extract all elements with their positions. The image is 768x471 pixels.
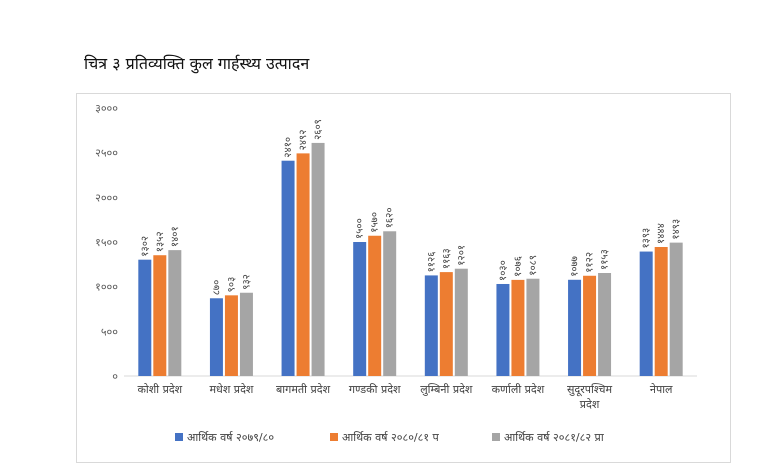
legend-swatch: [175, 433, 183, 441]
data-label: १४०१: [170, 226, 181, 247]
data-label: २६०९: [313, 119, 324, 140]
data-label: १०३०: [498, 260, 509, 281]
data-label: १२०१: [456, 245, 467, 266]
y-tick-label: १५००: [95, 236, 118, 249]
y-tick-label: ०: [112, 370, 118, 383]
data-label: १०७७: [570, 256, 581, 277]
bar-1: [639, 251, 653, 376]
data-label: १३९३: [641, 228, 652, 249]
bar-3: [383, 231, 397, 376]
bar-3: [526, 278, 540, 376]
data-label: १४९३: [671, 219, 682, 240]
chart-area: ० ५०० १००० १५०० २००० २५०० ३००० १३०२ १३५२ १४०१ कोशी…: [76, 93, 731, 463]
bar-2: [583, 275, 597, 376]
data-label: १०८९: [528, 255, 539, 276]
y-tick-label: ३०००: [95, 102, 118, 115]
bar-2: [296, 153, 310, 376]
legend-label: आर्थिक वर्ष २०८०/८१ प: [342, 431, 440, 444]
bar-2: [511, 279, 525, 376]
legend-swatch: [330, 433, 338, 441]
category-label: बागमती प्रदेश: [276, 383, 331, 396]
category-label: गण्डकी प्रदेश: [349, 383, 401, 396]
category-label: मधेश प्रदेश: [209, 383, 253, 396]
bar-2: [439, 272, 453, 376]
bar-2: [368, 235, 382, 376]
data-label: १०७६: [513, 256, 524, 277]
bar-1: [424, 275, 438, 376]
data-label: ९३२: [241, 274, 252, 290]
category-label: लुम्बिनी प्रदेश: [420, 383, 473, 396]
bar-2: [224, 295, 238, 376]
category-label: कोशी प्रदेश: [137, 383, 182, 396]
data-label: १६२०: [385, 207, 396, 228]
data-label: ११२६: [426, 252, 437, 273]
data-label: २४१०: [283, 137, 294, 158]
bar-1: [568, 279, 582, 376]
legend-label: आर्थिक वर्ष २०७९/८०: [187, 431, 274, 444]
legend-swatch: [492, 433, 500, 441]
y-tick-label: १०००: [95, 281, 118, 294]
bar-3: [598, 272, 612, 376]
data-label: १३५२: [155, 231, 166, 252]
y-tick-label: ५००: [101, 325, 118, 338]
data-label: ९०३: [226, 277, 237, 293]
y-tick-label: २५००: [95, 147, 118, 160]
bar-3: [239, 292, 253, 376]
data-label: २४९२: [298, 130, 309, 151]
bar-2: [654, 247, 668, 376]
category-label: सुदूरपश्चिम: [567, 383, 613, 397]
bar-1: [281, 160, 295, 376]
y-tick-label: २०००: [95, 191, 118, 204]
bar-3: [669, 242, 683, 376]
bar-chart: ० ५०० १००० १५०० २००० २५०० ३००० १३०२ १३५२ १४०१ कोशी…: [95, 102, 697, 444]
bar-2: [153, 255, 167, 376]
legend-label: आर्थिक वर्ष २०८१/८२ प्रा: [504, 431, 604, 444]
data-label: ११२२: [585, 252, 596, 273]
category-label: प्रदेश: [580, 398, 600, 411]
bar-3: [168, 250, 182, 376]
data-label: १५७०: [370, 212, 381, 233]
data-label: १४४४: [656, 223, 667, 244]
category-label: नेपाल: [650, 383, 673, 396]
bar-3: [454, 268, 468, 376]
data-label: १५००: [355, 218, 366, 239]
bar-1: [496, 283, 510, 376]
page-title: चित्र ३ प्रतिव्यक्ति कुल गार्हस्थ्य उत्प…: [84, 54, 310, 73]
data-label: १३०२: [140, 236, 151, 257]
bar-1: [138, 259, 152, 376]
bar-3: [311, 142, 325, 376]
data-label: ११५३: [600, 249, 611, 270]
bar-1: [353, 242, 367, 376]
data-label: ८७०: [211, 280, 222, 296]
bar-1: [209, 298, 223, 376]
category-label: कर्णाली प्रदेश: [492, 383, 545, 396]
data-label: ११६३: [441, 248, 452, 269]
